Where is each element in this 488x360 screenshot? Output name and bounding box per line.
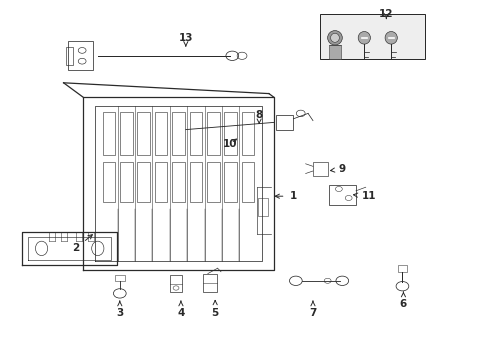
- Bar: [320, 14, 425, 59]
- Bar: [224, 162, 236, 202]
- Text: 7: 7: [308, 301, 316, 318]
- Bar: [102, 162, 115, 202]
- Bar: [312, 162, 327, 176]
- Bar: [66, 47, 73, 65]
- Bar: [120, 162, 132, 202]
- Ellipse shape: [385, 31, 397, 44]
- Bar: [170, 275, 182, 292]
- Bar: [155, 162, 167, 202]
- Bar: [276, 115, 293, 130]
- Bar: [68, 41, 93, 70]
- Text: 10: 10: [222, 139, 237, 149]
- Ellipse shape: [330, 33, 339, 42]
- Bar: [137, 112, 150, 155]
- Text: 4: 4: [177, 301, 184, 318]
- Bar: [155, 112, 167, 155]
- Text: 1: 1: [275, 191, 296, 201]
- Bar: [224, 112, 236, 155]
- Text: 5: 5: [211, 301, 218, 318]
- Ellipse shape: [327, 31, 342, 45]
- Bar: [172, 162, 184, 202]
- Text: 3: 3: [116, 301, 123, 318]
- Text: 11: 11: [353, 191, 376, 201]
- Bar: [328, 185, 355, 205]
- Text: 13: 13: [178, 33, 193, 46]
- Text: 6: 6: [399, 292, 406, 309]
- Text: 8: 8: [255, 110, 262, 123]
- Bar: [189, 162, 202, 202]
- Bar: [206, 162, 219, 202]
- Bar: [102, 112, 115, 155]
- Ellipse shape: [357, 31, 370, 44]
- Bar: [115, 275, 124, 281]
- Bar: [397, 265, 407, 272]
- Bar: [172, 112, 184, 155]
- Bar: [203, 274, 216, 292]
- Bar: [328, 45, 340, 59]
- Bar: [137, 162, 150, 202]
- Bar: [241, 112, 254, 155]
- Text: 2: 2: [72, 235, 92, 253]
- Text: 9: 9: [330, 164, 345, 174]
- Bar: [206, 112, 219, 155]
- Bar: [189, 112, 202, 155]
- Bar: [258, 198, 267, 216]
- Text: 12: 12: [378, 9, 393, 19]
- Bar: [120, 112, 132, 155]
- Bar: [241, 162, 254, 202]
